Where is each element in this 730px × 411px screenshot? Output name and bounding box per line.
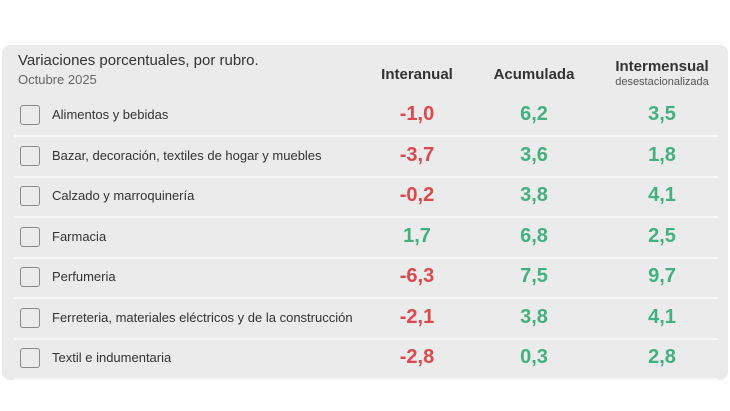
row-label: Alimentos y bebidas xyxy=(52,107,169,122)
table-row: Calzado y marroquinería -0,2 3,8 4,1 xyxy=(14,178,718,218)
value-cell: 3,8 xyxy=(520,184,548,206)
row-icon xyxy=(20,186,40,206)
value-cell: -6,3 xyxy=(399,265,435,287)
table-row: Ferreteria, materiales eléctricos y de l… xyxy=(14,300,718,340)
panel xyxy=(2,45,728,380)
row-label: Perfumeria xyxy=(52,269,116,284)
row-icon xyxy=(20,105,40,125)
row-label: Farmacia xyxy=(52,228,107,244)
value-cell: 7,5 xyxy=(520,265,548,287)
value-cell: 1,7 xyxy=(403,224,431,247)
value-cell: -3,7 xyxy=(399,143,435,166)
value-cell: -0,2 xyxy=(399,184,435,206)
value-cell: 4,1 xyxy=(648,305,676,328)
table-row: Farmacia 1,7 6,8 2,5 xyxy=(14,219,718,259)
row-label: Calzado y marroquinería xyxy=(52,188,195,203)
column-header: Intermensual xyxy=(615,58,709,75)
row-label: Textil e indumentaria xyxy=(52,350,172,365)
value-cell: 1,8 xyxy=(648,143,676,166)
table-row: Alimentos y bebidas -1,0 6,2 3,5 xyxy=(14,97,718,137)
value-cell: 4,1 xyxy=(648,184,676,206)
value-cell: -2,1 xyxy=(399,305,435,328)
value-cell: 6,2 xyxy=(520,103,548,125)
table-row: Bazar, decoración, textiles de hogar y m… xyxy=(14,138,718,178)
column-header: Interanual xyxy=(381,66,453,83)
value-cell: 3,5 xyxy=(648,103,676,125)
title: Variaciones porcentuales, por rubro. xyxy=(18,52,259,69)
row-icon xyxy=(20,267,40,287)
table-row: Textil e indumentaria -2,8 0,3 2,8 xyxy=(14,340,718,380)
row-label: Ferreteria, materiales eléctricos y de l… xyxy=(52,309,353,325)
row-icon xyxy=(20,145,40,166)
row-label: Bazar, decoración, textiles de hogar y m… xyxy=(52,147,322,163)
value-cell: -1,0 xyxy=(399,103,435,125)
value-cell: 9,7 xyxy=(648,265,676,287)
value-cell: 6,8 xyxy=(520,224,548,247)
value-cell: 3,8 xyxy=(520,305,548,328)
value-cell: 2,5 xyxy=(648,224,676,247)
column-header: Acumulada xyxy=(493,66,575,83)
value-cell: 2,8 xyxy=(648,346,676,368)
value-cell: 3,6 xyxy=(520,143,548,166)
row-icon xyxy=(20,226,40,247)
column-subheader: desestacionalizada xyxy=(615,76,709,88)
row-icon xyxy=(20,307,40,328)
value-cell: -2,8 xyxy=(399,346,435,368)
table-row: Perfumeria -6,3 7,5 9,7 xyxy=(14,259,718,299)
row-icon xyxy=(20,348,40,368)
value-cell: 0,3 xyxy=(520,346,548,368)
subtitle: Octubre 2025 xyxy=(18,72,97,87)
